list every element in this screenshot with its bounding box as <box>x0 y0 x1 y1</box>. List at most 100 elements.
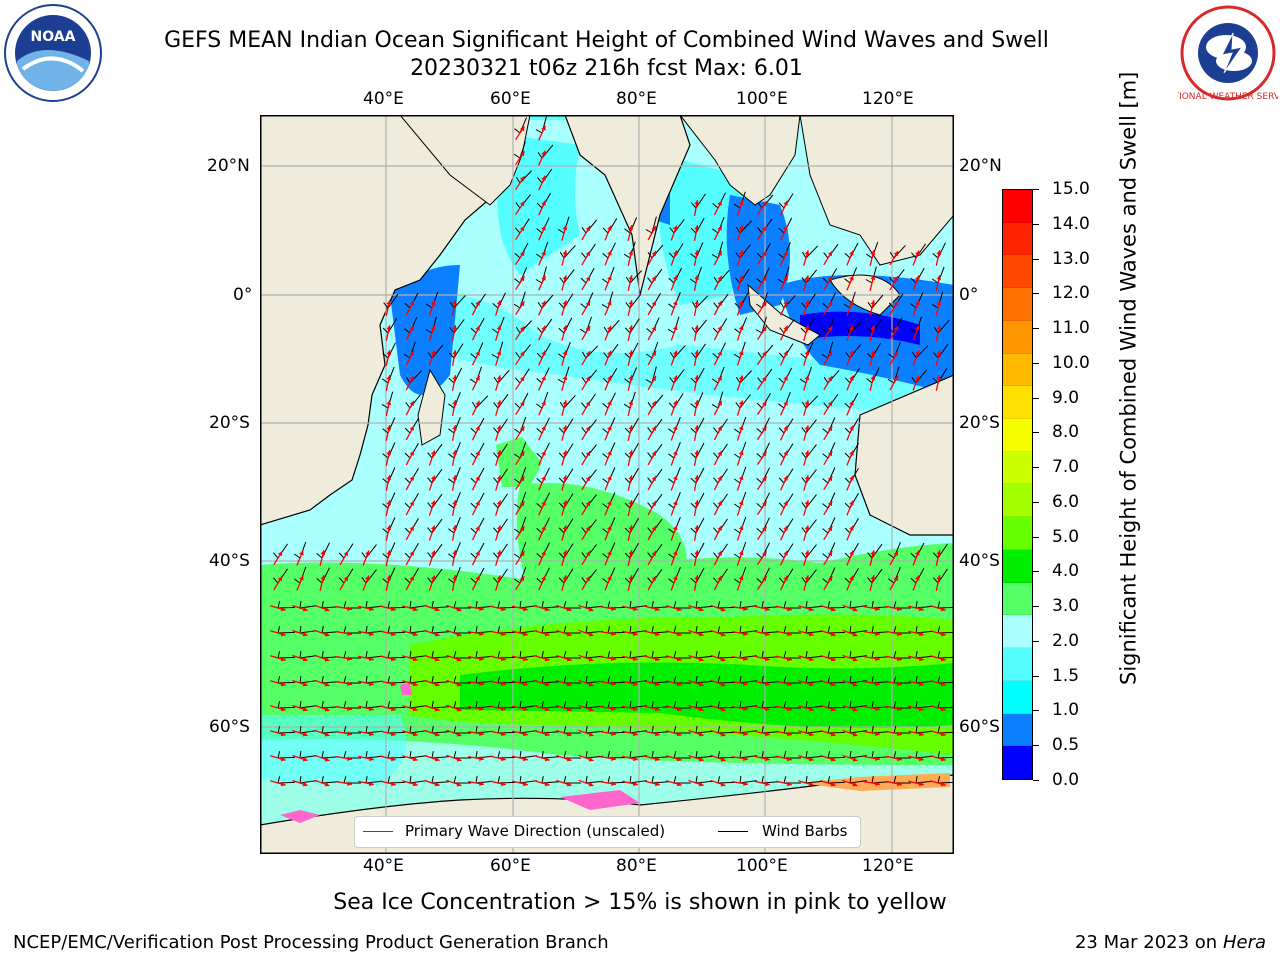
wave-direction-arrowhead <box>434 656 440 662</box>
colorbar-tick-label: 10.0 <box>1052 352 1090 373</box>
wave-direction-arrowhead <box>369 706 374 712</box>
wind-barb <box>541 606 560 609</box>
wind-barb-flag <box>871 701 874 709</box>
wave-direction-arrowhead <box>541 550 546 556</box>
wind-barb <box>651 366 657 384</box>
wave-direction-arrowhead <box>673 325 678 331</box>
wave-direction-arrowhead <box>585 576 591 582</box>
colorbar-tick-mark <box>1033 397 1039 399</box>
wave-direction-arrowhead <box>940 606 946 612</box>
wave-direction-arrowhead <box>936 275 942 280</box>
wind-barb-flag <box>514 227 521 234</box>
wave-direction-arrowhead <box>409 325 414 331</box>
wave-patch-central <box>516 483 687 599</box>
wave-direction-arrowhead <box>520 351 525 357</box>
wave-direction-arrowhead <box>607 300 612 306</box>
wind-barb-flag <box>844 477 851 484</box>
wave-direction-arrowhead <box>369 781 374 787</box>
wind-barb-flag <box>448 578 455 584</box>
wind-barb-flag <box>933 326 939 334</box>
wind-barb-flag <box>404 502 411 509</box>
wind-barb <box>563 543 574 559</box>
wind-barb-flag <box>691 202 697 209</box>
wave-direction-arrowhead <box>897 606 902 612</box>
wind-barb <box>475 730 493 734</box>
colorbar-tick-mark <box>1033 467 1039 469</box>
wave-direction-arrowhead <box>386 500 392 505</box>
wave-direction-arrowhead <box>783 400 788 406</box>
wind-barb-flag <box>558 577 565 584</box>
wave-direction-arrowhead <box>628 550 634 555</box>
wave-direction-arrowhead <box>585 226 591 232</box>
wave-direction-arrowhead <box>475 500 480 506</box>
wave-direction-arrowhead <box>673 525 678 531</box>
wind-barb <box>475 605 493 609</box>
wind-barb-flag <box>382 327 389 334</box>
wind-barb-flag <box>844 427 851 434</box>
wave-direction-arrowhead <box>651 576 656 581</box>
wave-direction-arrowhead <box>501 706 506 712</box>
wave-direction-arrowhead <box>390 781 396 787</box>
wind-barb-flag <box>558 327 565 334</box>
wave-direction-arrowhead <box>628 300 634 305</box>
wind-barb-flag <box>453 751 457 759</box>
wind-barb <box>827 731 846 734</box>
wind-barb-flag <box>563 751 567 759</box>
wind-barb <box>519 441 527 459</box>
wind-barb-flag <box>756 528 763 534</box>
wave-direction-arrowhead <box>698 631 704 637</box>
wave-direction-arrowhead <box>628 500 634 505</box>
wave-direction-arrowhead <box>628 275 634 280</box>
wave-direction-arrowhead <box>694 475 699 480</box>
wind-barb <box>849 630 867 634</box>
wind-barb-flag <box>849 776 852 784</box>
wave-direction-arrowhead <box>676 756 682 762</box>
wind-barb-flag <box>563 651 567 659</box>
colorbar-segment <box>1003 190 1032 223</box>
equatorial-cyan <box>420 293 954 415</box>
wind-barb-flag <box>778 477 785 484</box>
wave-direction-arrowhead <box>412 631 418 637</box>
wind-barb-flag <box>871 676 874 684</box>
wave-direction-arrowhead <box>520 376 525 382</box>
wind-barb <box>651 631 670 634</box>
wave-direction-arrowhead <box>827 576 833 582</box>
wave-direction-arrowhead <box>897 631 902 637</box>
wind-barb-flag <box>382 353 389 359</box>
wave-direction-arrowhead <box>562 550 568 556</box>
wave-direction-arrowhead <box>585 276 591 282</box>
wind-barb-flag <box>651 751 654 759</box>
wind-barb <box>431 631 450 634</box>
wind-barb-flag <box>756 553 763 559</box>
wind-barb-flag <box>668 428 675 434</box>
wind-barb-flag <box>757 227 763 234</box>
wave-direction-arrowhead <box>562 450 568 456</box>
wind-barb-flag <box>585 776 588 784</box>
wind-barb-flag <box>932 278 939 284</box>
wind-barb <box>717 781 736 784</box>
wave-direction-arrowhead <box>875 606 880 611</box>
wave-direction-arrowhead <box>541 525 546 531</box>
wave-direction-arrowhead <box>804 550 810 556</box>
wave-direction-arrowhead <box>430 350 436 356</box>
wind-barb-flag <box>827 676 831 684</box>
wave-direction-arrowhead <box>804 350 810 356</box>
wind-barb-flag <box>471 302 477 309</box>
wave-direction-arrowhead <box>720 732 726 737</box>
wave-direction-arrowhead <box>694 225 699 230</box>
wind-barb-flag <box>607 651 611 659</box>
wind-barb-flag <box>932 253 939 259</box>
wind-barb <box>651 781 670 784</box>
wind-barb <box>871 606 890 609</box>
wind-barb <box>563 418 574 434</box>
wave-direction-arrowhead <box>762 576 767 582</box>
wave-direction-arrowhead <box>804 400 810 406</box>
wind-barb <box>827 656 846 659</box>
wind-barb <box>761 656 780 659</box>
wind-barb-flag <box>695 701 698 709</box>
wave-direction-arrowhead <box>762 351 767 357</box>
wind-barb-flag <box>713 502 719 509</box>
wind-barb-flag <box>519 726 522 734</box>
wind-barb-flag <box>581 577 587 584</box>
wave-direction-arrowhead <box>915 250 920 256</box>
